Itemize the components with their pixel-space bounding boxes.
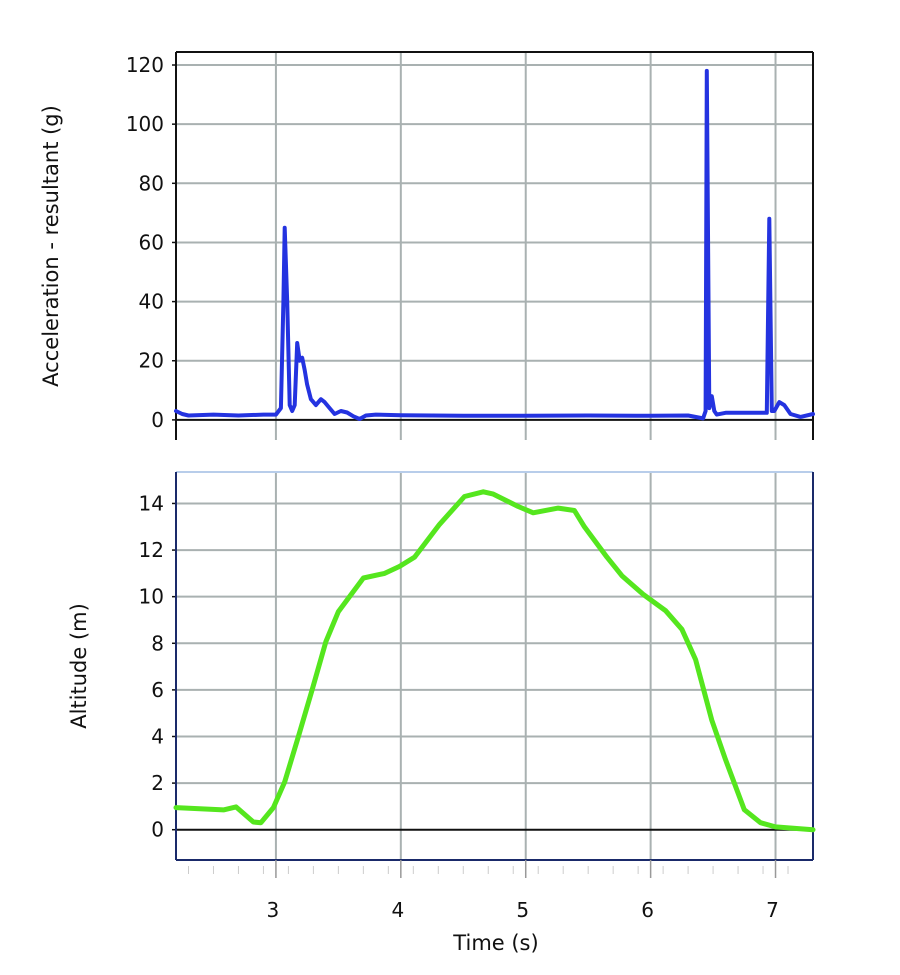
- x-tick-label: 4: [391, 898, 404, 922]
- y-tick-label: 6: [151, 678, 164, 702]
- y-tick-label: 0: [151, 818, 164, 842]
- y-tick-label: 0: [151, 408, 164, 432]
- y-axis-label-altitude: Altitude (m): [67, 603, 91, 729]
- y-axis-label-acceleration: Acceleration - resultant (g): [39, 105, 63, 387]
- y-tick-label: 100: [126, 112, 164, 136]
- y-tick-label: 2: [151, 771, 164, 795]
- y-tick-label: 120: [126, 53, 164, 77]
- series-line-acceleration-resultant: [174, 68, 815, 421]
- y-tick-label: 10: [139, 585, 164, 609]
- x-tick-label: 7: [766, 898, 779, 922]
- x-axis-label: Time (s): [452, 931, 538, 955]
- y-tick-label: 60: [139, 230, 164, 254]
- x-tick-label: 3: [267, 898, 280, 922]
- y-tick-label: 14: [139, 491, 164, 515]
- y-tick-label: 4: [151, 724, 164, 748]
- x-tick-label: 6: [641, 898, 654, 922]
- y-tick-label: 12: [139, 538, 164, 562]
- y-tick-label: 8: [151, 631, 164, 655]
- y-tick-label: 80: [139, 171, 164, 195]
- acceleration-panel: 0 20 40 60 80 100 120: [126, 51, 815, 440]
- y-tick-label: 40: [139, 290, 164, 314]
- x-tick-label: 5: [516, 898, 529, 922]
- y-tick-label: 20: [139, 349, 164, 373]
- altitude-panel: 0 2 4 6 8 10 12 14 3 4 5 6 7: [139, 471, 816, 922]
- series-line-altitude: [173, 489, 816, 833]
